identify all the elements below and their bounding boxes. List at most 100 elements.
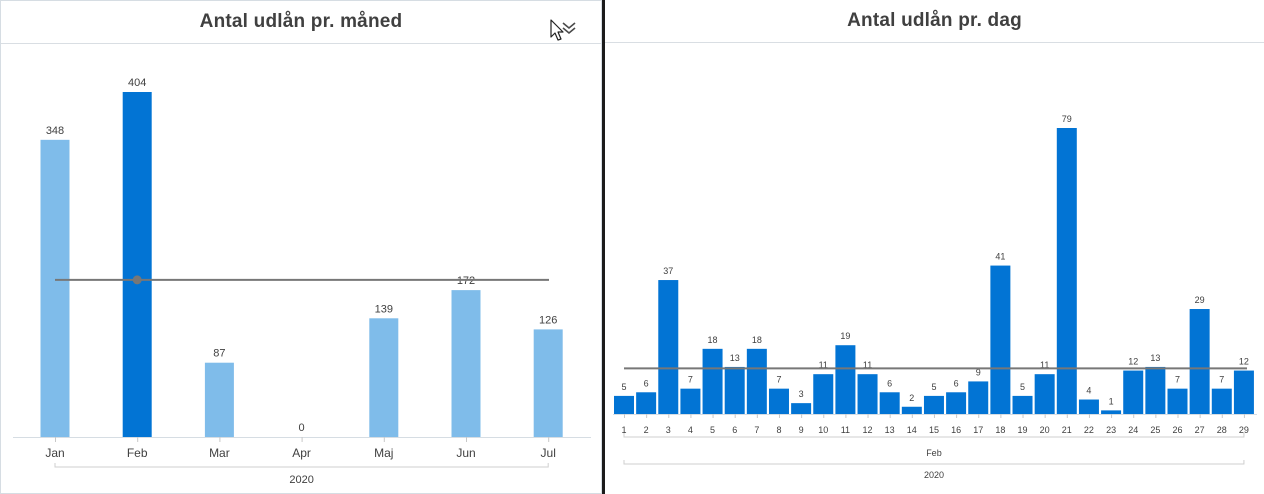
bar-day-18 (990, 265, 1011, 414)
data-label-day-1: 5 (621, 382, 626, 392)
bar-feb (122, 92, 152, 437)
tick-label-jan: Jan (45, 446, 64, 460)
data-label-day-17: 9 (976, 367, 981, 377)
data-label-day-5: 18 (708, 335, 718, 345)
bar-maj (369, 318, 399, 437)
bar-day-13 (879, 392, 900, 414)
bar-day-3 (658, 280, 679, 414)
bar-jan (40, 139, 70, 437)
tick-label-day-8: 8 (776, 425, 781, 435)
group-bracket-year (623, 460, 1245, 465)
bar-day-20 (1034, 374, 1055, 414)
chevron-down-double-icon[interactable] (549, 18, 579, 44)
tick-label-day-19: 19 (1018, 425, 1028, 435)
group-bracket (54, 463, 549, 468)
tick-label-day-15: 15 (929, 425, 939, 435)
tick-label-day-13: 13 (885, 425, 895, 435)
group-label-month: Feb (926, 448, 942, 458)
tick-label-mar: Mar (209, 446, 230, 460)
tick-label-day-22: 22 (1084, 425, 1094, 435)
monthly-loans-chart[interactable]: 348 Jan 404 Feb 87 Mar 0 Apr 139 Maj 172 Jun 126 Jul 2… (1, 1, 601, 493)
data-label-day-19: 5 (1020, 382, 1025, 392)
bar-day-1 (614, 395, 634, 414)
tick-label-day-24: 24 (1128, 425, 1138, 435)
tick-label-day-26: 26 (1172, 425, 1182, 435)
daily-loans-chart[interactable]: 5162373741851361877839111019111112613214… (605, 0, 1264, 494)
tick-label-jul: Jul (541, 446, 556, 460)
bar-day-21 (1056, 128, 1077, 414)
data-label-day-8: 7 (776, 375, 781, 385)
bar-day-12 (857, 374, 878, 414)
tick-label-day-12: 12 (863, 425, 873, 435)
tick-label-feb: Feb (127, 446, 148, 460)
bar-day-7 (746, 348, 767, 414)
tick-label-apr: Apr (292, 446, 311, 460)
tick-label-day-10: 10 (818, 425, 828, 435)
tick-label-day-16: 16 (951, 425, 961, 435)
bar-day-15 (923, 395, 944, 414)
bar-day-19 (1012, 395, 1033, 414)
data-label-mar: 87 (213, 348, 225, 360)
bar-day-4 (680, 388, 701, 414)
data-label-day-18: 41 (995, 252, 1005, 262)
data-label-day-27: 29 (1195, 295, 1205, 305)
tick-label-day-18: 18 (995, 425, 1005, 435)
daily-chart-title: Antal udlån pr. dag (847, 10, 1022, 31)
bar-day-6 (724, 366, 745, 414)
data-label-day-6: 13 (730, 353, 740, 363)
bar-day-25 (1145, 366, 1166, 414)
data-label-day-28: 7 (1219, 375, 1224, 385)
monthly-chart-title: Antal udlån pr. måned (199, 11, 403, 32)
tick-label-day-14: 14 (907, 425, 917, 435)
bar-day-24 (1123, 370, 1144, 414)
tick-label-day-20: 20 (1040, 425, 1050, 435)
data-label-jun: 172 (457, 275, 475, 287)
tick-label-day-25: 25 (1150, 425, 1160, 435)
tick-label-day-1: 1 (621, 425, 626, 435)
daily-panel-header: Antal udlån pr. dag (605, 0, 1264, 43)
data-label-day-23: 1 (1109, 396, 1114, 406)
data-label-day-10: 11 (819, 360, 828, 370)
data-label-maj: 139 (375, 303, 393, 315)
data-label-day-15: 5 (931, 382, 936, 392)
bar-day-16 (946, 392, 967, 414)
bar-day-27 (1189, 309, 1210, 414)
bar-day-28 (1211, 388, 1232, 414)
tick-label-day-9: 9 (799, 425, 804, 435)
data-label-day-11: 19 (840, 331, 850, 341)
data-label-day-21: 79 (1062, 114, 1072, 124)
data-label-feb: 404 (128, 77, 146, 89)
data-label-day-16: 6 (954, 378, 959, 388)
data-label-jan: 348 (46, 125, 64, 137)
bar-day-26 (1167, 388, 1188, 414)
data-label-day-22: 4 (1086, 386, 1091, 396)
bar-jul (533, 329, 563, 437)
monthly-loans-panel: Antal udlån pr. måned 348 Jan 404 Feb 87 Mar 0… (0, 0, 602, 494)
group-label-year: 2020 (924, 470, 944, 480)
bar-day-22 (1078, 399, 1099, 414)
group-bracket-month (623, 433, 1245, 438)
tick-label-day-29: 29 (1239, 425, 1249, 435)
bar-day-14 (901, 406, 922, 414)
data-label-day-20: 11 (1040, 360, 1049, 370)
tick-label-maj: Maj (374, 446, 393, 460)
data-label-day-4: 7 (688, 375, 693, 385)
bar-day-5 (702, 348, 723, 414)
average-line-marker (132, 275, 142, 285)
bar-day-23 (1101, 410, 1122, 414)
tick-label-day-23: 23 (1106, 425, 1116, 435)
data-label-day-13: 6 (887, 378, 892, 388)
data-label-day-9: 3 (799, 389, 804, 399)
tick-label-day-28: 28 (1217, 425, 1227, 435)
tick-label-day-2: 2 (644, 425, 649, 435)
tick-label-day-4: 4 (688, 425, 693, 435)
data-label-day-7: 18 (752, 335, 762, 345)
bar-day-10 (813, 374, 834, 414)
data-label-day-29: 12 (1239, 357, 1249, 367)
data-label-day-25: 13 (1150, 353, 1160, 363)
bar-day-11 (835, 345, 856, 414)
bar-mar (204, 362, 234, 437)
tick-label-day-21: 21 (1062, 425, 1072, 435)
monthly-panel-header: Antal udlån pr. måned (1, 1, 601, 44)
tick-label-day-11: 11 (841, 425, 850, 435)
